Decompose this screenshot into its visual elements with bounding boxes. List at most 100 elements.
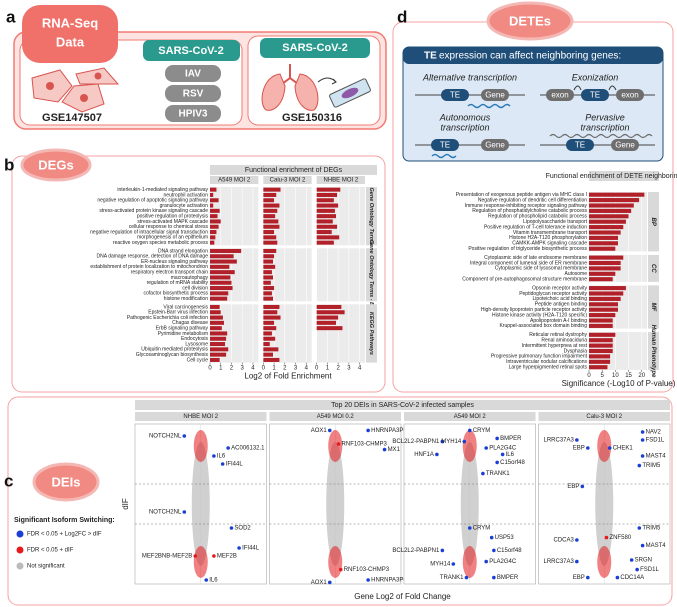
dataset2-box (247, 35, 381, 126)
point-label: IL6 (209, 578, 218, 584)
bar (589, 255, 624, 260)
bar (316, 192, 338, 197)
point (495, 436, 499, 441)
point (500, 452, 505, 457)
facet-header (404, 412, 536, 421)
point-label: CRYM (473, 526, 491, 532)
point (640, 454, 645, 458)
bar (210, 275, 231, 280)
x-axis-label: Significance (-Log10 of P-value) (562, 379, 676, 388)
gene-label: Gene (485, 141, 505, 150)
category-label: Lipoteichoic acid binding (533, 296, 588, 302)
bar (210, 320, 224, 325)
point (637, 463, 642, 468)
badge (486, 1, 574, 41)
bar (210, 198, 219, 203)
facet-strip-label: Human Phenotype (650, 325, 656, 378)
point (327, 580, 332, 585)
point-label: AOX1 (311, 428, 328, 434)
gene-element (611, 139, 639, 151)
bar (210, 203, 214, 208)
bar (263, 357, 280, 362)
category-label: Intraventricular nodular calcifications (506, 359, 587, 365)
bar (316, 219, 333, 224)
facet-header-label: NHBE MOI 2 (323, 178, 358, 184)
transcript (467, 103, 511, 109)
bar (316, 320, 336, 325)
point-label: IL6 (217, 454, 226, 460)
facet-strip (648, 192, 659, 252)
x-axis-label: Gene Log2 of Fold Change (354, 592, 451, 601)
point (193, 554, 198, 558)
bar (263, 208, 278, 213)
category-label: regulation of mRNA stability (147, 280, 209, 286)
bar (210, 291, 229, 296)
virus-label: SARS-CoV-2 (158, 45, 223, 57)
point (440, 439, 445, 444)
point-label: BCL2L2-PABPN1 (392, 548, 440, 554)
category-label: High-density lipoprotein particle recept… (481, 307, 588, 313)
category-label: Endocytosis (181, 336, 208, 342)
bar (589, 318, 613, 323)
category-label: Histone kinase activity (H2A-T120 specif… (492, 312, 587, 318)
te-element (566, 139, 594, 151)
bar (263, 352, 273, 357)
bar (210, 224, 219, 229)
bar (589, 230, 621, 235)
mechanism-title: Autonomous (439, 112, 491, 122)
x-tick-label: 0 (587, 373, 591, 379)
point (467, 428, 472, 433)
legend-swatch (16, 530, 24, 538)
chart-title: Functional enrichment of DETE neighborin… (546, 173, 677, 180)
facet-strip-label: MF (650, 303, 656, 312)
panel-bg (210, 187, 259, 246)
category-label: Presentation of exogenous peptide antige… (456, 192, 587, 198)
category-label: Cytoplasmic side of late endosome membra… (484, 255, 587, 261)
point-label: CDC14A (620, 575, 644, 581)
point-label: AC006132.1 (231, 446, 265, 452)
bar (589, 313, 616, 318)
gene-label: exon (621, 91, 638, 100)
category-label: cofactor biosynthetic process (144, 291, 209, 297)
panel-label: c (4, 471, 13, 490)
point-label: HNRNPA3P6 (371, 578, 407, 584)
bar (263, 291, 272, 296)
bar (263, 326, 277, 331)
bar (263, 230, 275, 235)
bar (589, 241, 618, 246)
point (467, 526, 472, 530)
bar (589, 365, 608, 370)
point (492, 548, 496, 553)
point-label: EBP (573, 446, 585, 452)
badge-text: DEIs (52, 474, 81, 489)
bar (589, 203, 634, 208)
bar (210, 270, 235, 275)
bar (589, 198, 640, 203)
bar (263, 264, 276, 269)
point (607, 446, 612, 450)
category-label: Peptidoglycan receptor activity (519, 291, 587, 297)
bar (210, 230, 217, 235)
legend-swatch (16, 562, 24, 570)
bar (210, 240, 215, 245)
point-label: FSD1L (640, 567, 659, 573)
category-label: interleukin-1-mediated signaling pathway (117, 187, 208, 193)
point (327, 428, 332, 433)
point (204, 578, 209, 582)
category-label: Integral component of lumenal side of ER… (470, 260, 587, 266)
splice (573, 85, 617, 91)
virus-label: HPIV3 (179, 109, 208, 120)
te-header: expression can affect neighboring genes: (439, 51, 621, 62)
bar (210, 264, 230, 269)
virus-pill (165, 105, 221, 122)
facet-header-label: A549 MOI 2 (454, 414, 487, 420)
point-label: HNRNPA3P6 (371, 428, 407, 434)
point (382, 447, 387, 452)
category-label: cellular response to chemical stress (129, 224, 209, 230)
category-label: positive regulation of proteolysis (137, 213, 209, 219)
bar (263, 214, 276, 219)
bar (210, 219, 221, 224)
point (575, 538, 579, 542)
x-tick-label: 1 (272, 366, 276, 372)
facet-header-label: Calu-3 MOI 2 (270, 178, 306, 184)
